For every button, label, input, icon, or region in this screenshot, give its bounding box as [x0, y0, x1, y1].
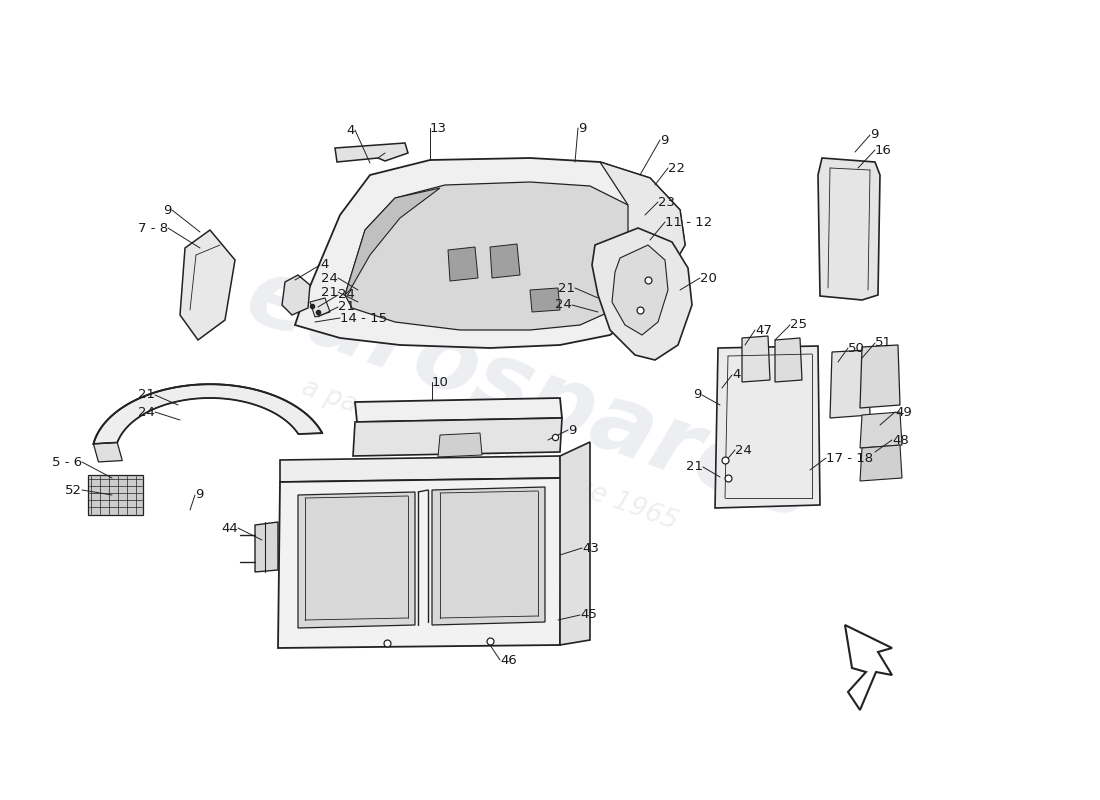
Text: 10: 10 — [432, 375, 449, 389]
Text: 9: 9 — [164, 203, 172, 217]
Polygon shape — [845, 625, 892, 710]
Text: 9: 9 — [195, 489, 204, 502]
Text: 7 - 8: 7 - 8 — [138, 222, 168, 234]
Polygon shape — [94, 384, 322, 444]
Text: 45: 45 — [580, 609, 597, 622]
Text: 22: 22 — [668, 162, 685, 174]
Text: 24: 24 — [139, 406, 155, 418]
Text: 11 - 12: 11 - 12 — [666, 215, 713, 229]
Text: 46: 46 — [500, 654, 517, 666]
Polygon shape — [353, 418, 562, 456]
Polygon shape — [88, 475, 143, 515]
Polygon shape — [298, 492, 415, 628]
Polygon shape — [432, 487, 544, 625]
Text: 4: 4 — [320, 258, 329, 271]
Polygon shape — [345, 182, 645, 330]
Polygon shape — [280, 456, 562, 482]
Text: 24: 24 — [338, 289, 355, 302]
Polygon shape — [448, 247, 478, 281]
Polygon shape — [94, 442, 122, 462]
Text: 25: 25 — [790, 318, 807, 331]
Text: 4: 4 — [346, 123, 355, 137]
Text: 52: 52 — [65, 483, 82, 497]
Text: 43: 43 — [582, 542, 598, 554]
Polygon shape — [615, 303, 640, 333]
Text: 9: 9 — [568, 423, 576, 437]
Text: 13: 13 — [430, 122, 447, 134]
Polygon shape — [345, 188, 440, 295]
Text: 9: 9 — [660, 134, 669, 146]
Text: 5 - 6: 5 - 6 — [52, 455, 82, 469]
Text: 9: 9 — [578, 122, 586, 134]
Text: 4: 4 — [732, 369, 740, 382]
Text: a passion for parts since 1965: a passion for parts since 1965 — [298, 374, 682, 535]
Polygon shape — [310, 298, 330, 317]
Text: 51: 51 — [874, 337, 892, 350]
Text: 9: 9 — [694, 389, 702, 402]
Text: 9: 9 — [870, 129, 879, 142]
Polygon shape — [255, 522, 278, 572]
Text: 50: 50 — [848, 342, 865, 354]
Polygon shape — [560, 442, 590, 645]
Text: 21: 21 — [558, 282, 575, 294]
Text: 48: 48 — [892, 434, 909, 446]
Polygon shape — [860, 445, 902, 481]
Polygon shape — [612, 245, 668, 335]
Text: 20: 20 — [700, 271, 717, 285]
Text: 21: 21 — [338, 301, 355, 314]
Polygon shape — [776, 338, 802, 382]
Text: 21: 21 — [321, 286, 338, 298]
Polygon shape — [278, 478, 562, 648]
Text: 24: 24 — [321, 271, 338, 285]
Polygon shape — [180, 230, 235, 340]
Text: 49: 49 — [895, 406, 912, 418]
Text: 24: 24 — [735, 443, 752, 457]
Polygon shape — [742, 336, 770, 382]
Polygon shape — [592, 228, 692, 360]
Text: 21: 21 — [686, 461, 703, 474]
Polygon shape — [860, 412, 902, 448]
Polygon shape — [860, 345, 900, 408]
Polygon shape — [490, 244, 520, 278]
Text: 16: 16 — [874, 143, 892, 157]
Polygon shape — [818, 158, 880, 300]
Text: 14 - 15: 14 - 15 — [340, 311, 387, 325]
Polygon shape — [295, 158, 685, 348]
Polygon shape — [438, 433, 482, 457]
Polygon shape — [830, 350, 870, 418]
Polygon shape — [336, 143, 408, 162]
Polygon shape — [715, 346, 820, 508]
Text: 44: 44 — [221, 522, 238, 534]
Text: 23: 23 — [658, 195, 675, 209]
Polygon shape — [530, 288, 560, 312]
Polygon shape — [600, 162, 685, 310]
Text: eurospares: eurospares — [233, 250, 826, 541]
Polygon shape — [355, 398, 562, 422]
Polygon shape — [282, 275, 310, 315]
Text: 21: 21 — [138, 389, 155, 402]
Text: 24: 24 — [556, 298, 572, 311]
Text: 17 - 18: 17 - 18 — [826, 451, 873, 465]
Text: 47: 47 — [755, 323, 772, 337]
